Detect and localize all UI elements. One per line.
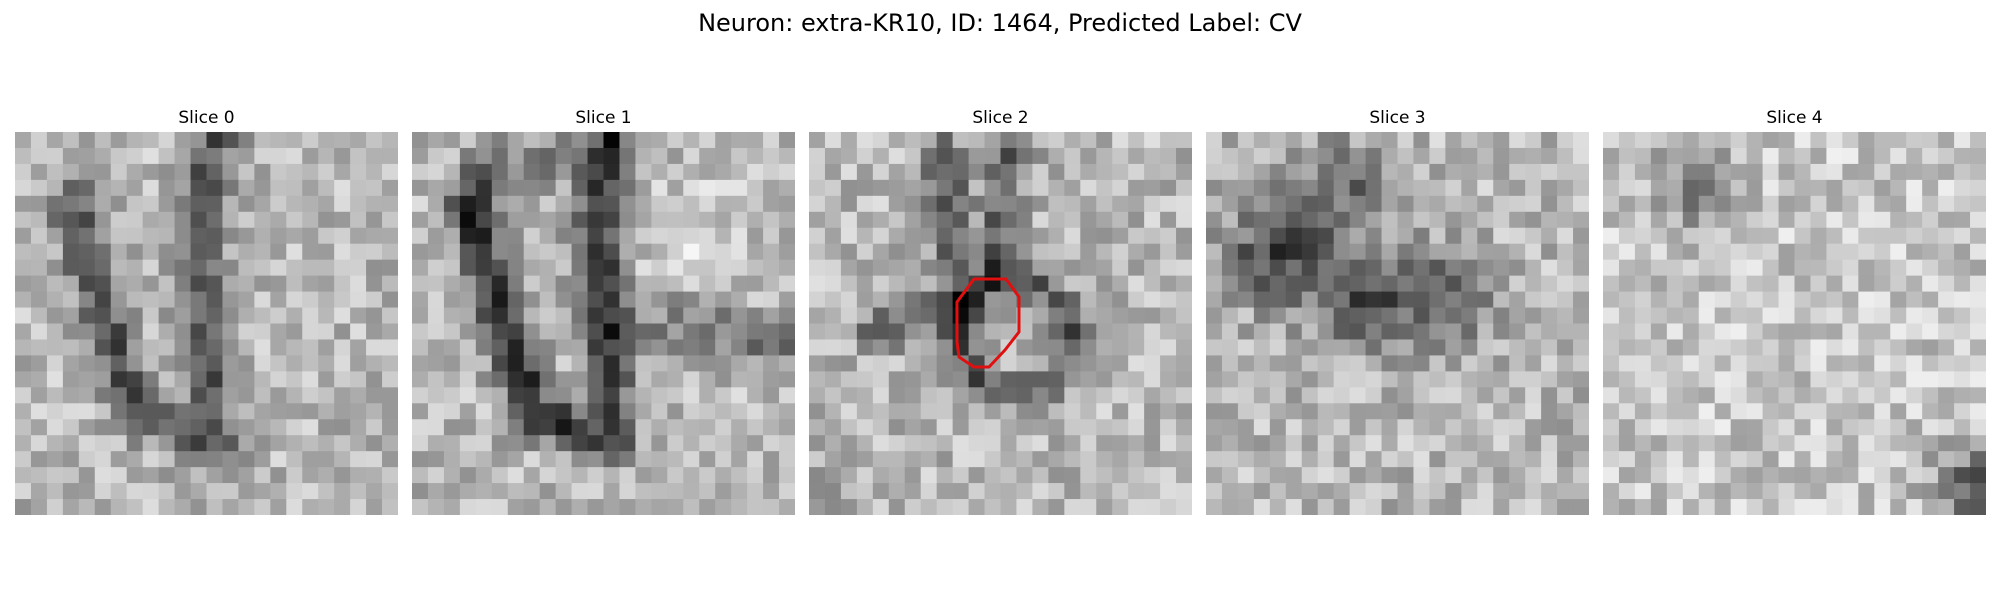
slice-image xyxy=(809,132,1192,515)
slice-title: Slice 0 xyxy=(178,108,235,128)
slice-panel-0: Slice 0 xyxy=(15,107,398,515)
slice-panel-2: Slice 2 xyxy=(809,107,1192,515)
slice-panel-1: Slice 1 xyxy=(412,107,795,515)
slice-title: Slice 3 xyxy=(1369,108,1426,128)
slice-panel-3: Slice 3 xyxy=(1206,107,1589,515)
figure-title: Neuron: extra-KR10, ID: 1464, Predicted … xyxy=(698,9,1302,37)
slice-title: Slice 1 xyxy=(575,108,632,128)
slice-title: Slice 2 xyxy=(972,108,1029,128)
slice-image xyxy=(412,132,795,515)
slice-image xyxy=(15,132,398,515)
slice-image xyxy=(1206,132,1589,515)
slice-title: Slice 4 xyxy=(1766,108,1823,128)
slice-image xyxy=(1603,132,1986,515)
segmentation-outline xyxy=(955,277,1021,369)
slice-panel-4: Slice 4 xyxy=(1603,107,1986,515)
